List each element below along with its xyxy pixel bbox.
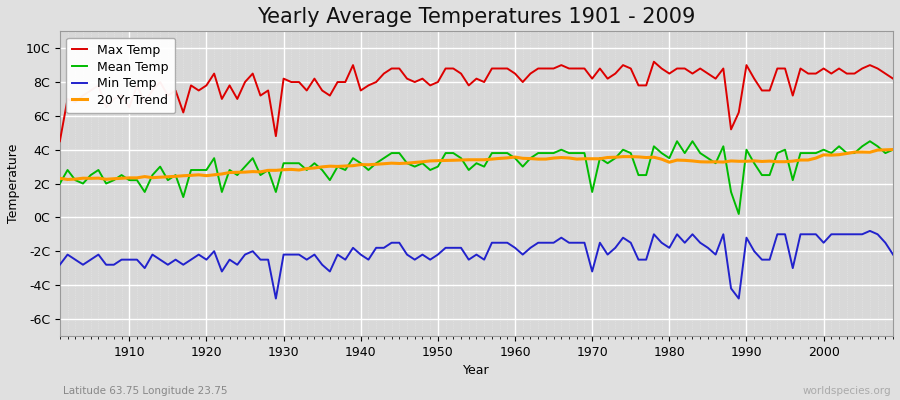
Mean Temp [286,161,297,166]
Line: Mean Temp: Mean Temp [59,141,893,214]
Line: 20 Yr Trend: 20 Yr Trend [59,150,893,180]
Mean Temp [332,164,343,169]
Min Temp [610,246,621,250]
20 Yr Trend [610,155,621,160]
20 Yr Trend [54,176,65,181]
20 Yr Trend [887,147,898,152]
Mean Temp [502,151,513,156]
Mean Temp [671,139,682,144]
20 Yr Trend [62,177,73,182]
Line: Min Temp: Min Temp [59,231,893,298]
Mean Temp [509,156,520,160]
Min Temp [54,262,65,267]
Mean Temp [887,147,898,152]
Text: worldspecies.org: worldspecies.org [803,386,891,396]
Mean Temp [734,212,744,216]
Title: Yearly Average Temperatures 1901 - 2009: Yearly Average Temperatures 1901 - 2009 [257,7,696,27]
Max Temp [286,80,297,84]
Max Temp [54,139,65,144]
Min Temp [271,296,282,301]
20 Yr Trend [509,155,520,160]
Min Temp [340,257,351,262]
Mean Temp [54,181,65,186]
Min Temp [518,252,528,257]
Max Temp [649,59,660,64]
Max Temp [332,80,343,84]
X-axis label: Year: Year [464,364,490,377]
Y-axis label: Temperature: Temperature [7,144,20,223]
Text: Latitude 63.75 Longitude 23.75: Latitude 63.75 Longitude 23.75 [63,386,228,396]
Legend: Max Temp, Mean Temp, Min Temp, 20 Yr Trend: Max Temp, Mean Temp, Min Temp, 20 Yr Tre… [66,38,176,113]
Max Temp [602,76,613,81]
Mean Temp [602,161,613,166]
Max Temp [502,66,513,71]
20 Yr Trend [340,164,351,168]
Max Temp [509,71,520,76]
Min Temp [293,252,304,257]
Max Temp [887,76,898,81]
Min Temp [116,257,127,262]
20 Yr Trend [124,176,135,180]
Min Temp [887,252,898,257]
Min Temp [509,246,520,250]
Max Temp [116,93,127,98]
20 Yr Trend [518,156,528,161]
Mean Temp [116,173,127,178]
20 Yr Trend [293,168,304,172]
Line: Max Temp: Max Temp [59,62,893,141]
Min Temp [865,228,876,233]
